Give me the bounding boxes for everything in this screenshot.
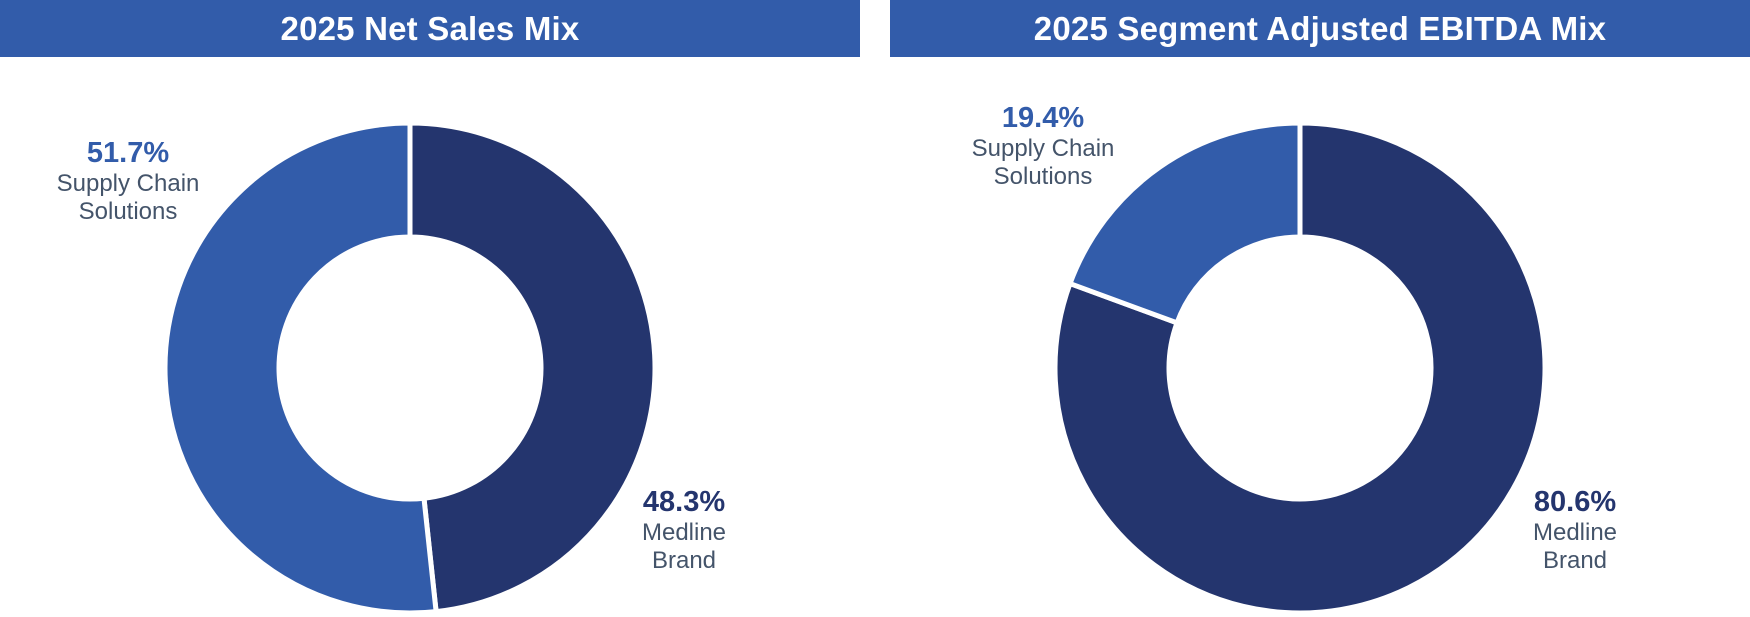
donut-slice-medline-brand: [1052, 120, 1548, 616]
slice-name: Medline Brand: [1532, 519, 1618, 574]
net-sales-mix-panel: 2025 Net Sales Mix 51.7% Supply Chain So…: [0, 0, 860, 617]
slice-label-supply-chain: 19.4% Supply Chain Solutions: [972, 101, 1115, 191]
slice-label-medline-brand: 80.6% Medline Brand: [1533, 485, 1617, 575]
chart-title: 2025 Net Sales Mix: [0, 0, 860, 57]
slice-percent: 48.3%: [642, 486, 726, 518]
slice-name: Supply Chain Solutions: [56, 170, 200, 225]
donut-slice-supply-chain-solutions: [1066, 120, 1303, 327]
segment-ebitda-mix-panel: 2025 Segment Adjusted EBITDA Mix 19.4% S…: [890, 0, 1750, 617]
slice-label-medline-brand: 48.3% Medline Brand: [642, 485, 726, 575]
slice-percent: 80.6%: [1533, 486, 1617, 518]
slice-name: Supply Chain Solutions: [971, 135, 1115, 190]
chart-title: 2025 Segment Adjusted EBITDA Mix: [890, 0, 1750, 57]
slice-label-supply-chain: 51.7% Supply Chain Solutions: [57, 136, 200, 226]
slice-percent: 51.7%: [86, 137, 170, 169]
donut-slice-supply-chain-solutions: [162, 120, 439, 616]
net-sales-donut-chart: [162, 120, 658, 616]
slice-percent: 19.4%: [1001, 102, 1085, 134]
donut-slice-medline-brand: [407, 120, 658, 615]
slice-name: Medline Brand: [641, 519, 727, 574]
ebitda-donut-chart: [1052, 120, 1548, 616]
